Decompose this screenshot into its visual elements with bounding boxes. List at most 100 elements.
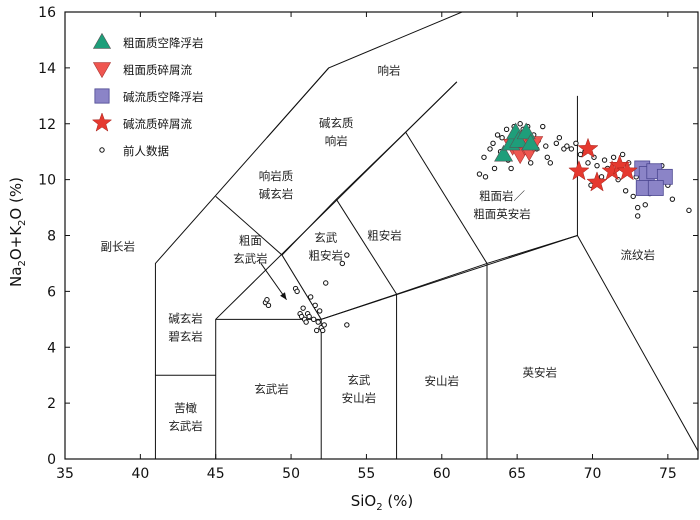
pointer-arrow-head bbox=[280, 292, 287, 300]
y-tick-label: 8 bbox=[47, 229, 56, 245]
legend-symbol-triangle-down bbox=[92, 62, 112, 79]
data-point-circle-open bbox=[323, 280, 329, 286]
data-point-circle-open bbox=[622, 188, 629, 194]
field-label: 苦橄 bbox=[174, 401, 197, 415]
data-point-circle-open bbox=[547, 160, 553, 166]
data-point-circle-open bbox=[540, 123, 546, 130]
field-labels: 响岩碱玄质响岩响岩质碱玄岩粗面玄武岩玄武粗安岩粗安岩粗面岩／粗面英安岩副长岩碱玄… bbox=[101, 64, 655, 433]
data-point-circle-open bbox=[312, 302, 318, 309]
data-point-triangle-up bbox=[521, 133, 541, 151]
field-boundaries bbox=[154, 12, 698, 459]
data-point-circle-open bbox=[610, 154, 617, 160]
y-tick-label: 4 bbox=[47, 340, 56, 356]
data-point-circle-open bbox=[564, 143, 570, 149]
data-point-circle-open bbox=[635, 204, 641, 211]
pointer-arrow-line bbox=[260, 263, 287, 301]
legend-label: 前人数据 bbox=[123, 144, 169, 158]
data-point-circle-open bbox=[619, 151, 626, 158]
y-axis-label: Na2O+K2O (%) bbox=[7, 177, 28, 287]
data-point-circle-open bbox=[320, 327, 326, 334]
x-tick-label: 50 bbox=[282, 466, 300, 482]
data-point-circle-open bbox=[265, 302, 272, 309]
data-point-circle-open bbox=[487, 146, 493, 152]
field-label: 玄武 bbox=[347, 373, 370, 387]
field-label: 安山岩 bbox=[425, 374, 460, 388]
data-point-triangle-up bbox=[509, 130, 529, 148]
data-point-circle-open bbox=[264, 297, 270, 303]
data-point-circle-open bbox=[307, 294, 314, 300]
data-point-circle-open bbox=[491, 165, 498, 172]
field-label: 玄武岩 bbox=[168, 419, 203, 433]
data-point-star bbox=[616, 159, 638, 181]
data-point-circle-open bbox=[303, 319, 309, 325]
data-point-circle-open bbox=[601, 157, 608, 163]
data-point-triangle-up bbox=[494, 144, 514, 162]
field-label: 英安岩 bbox=[523, 365, 558, 379]
boundary-line bbox=[335, 198, 397, 295]
boundary-line bbox=[266, 67, 330, 139]
y-tick-label: 16 bbox=[38, 5, 56, 21]
data-point-circle-open bbox=[594, 162, 600, 169]
boundary-line bbox=[320, 235, 578, 459]
data-point-square bbox=[647, 180, 664, 196]
data-point-circle-open bbox=[544, 154, 550, 160]
data-point-circle-open bbox=[315, 319, 321, 325]
x-tick-label: 45 bbox=[207, 466, 225, 482]
legend-label: 碱流质空降浮岩 bbox=[123, 90, 204, 104]
legend-label: 粗面质碎屑流 bbox=[123, 63, 192, 77]
data-point-circle-open bbox=[642, 202, 648, 208]
data-point-circle-open bbox=[528, 160, 534, 166]
data-point-circle-open bbox=[313, 327, 320, 334]
x-tick-label: 65 bbox=[508, 466, 526, 482]
data-point-circle-open bbox=[669, 196, 676, 202]
data-point-circle-open bbox=[630, 193, 636, 200]
data-point-star bbox=[586, 171, 608, 192]
legend-symbol-circle-open bbox=[99, 147, 105, 153]
field-label: 粗安岩 bbox=[308, 249, 343, 263]
x-tick-label: 40 bbox=[131, 466, 149, 482]
field-label: 流纹岩 bbox=[620, 248, 655, 262]
data-point-circle-open bbox=[490, 140, 496, 147]
boundary-line bbox=[281, 254, 322, 320]
data-point-circle-open bbox=[543, 143, 549, 149]
data-points bbox=[262, 121, 692, 334]
legend-label: 碱流质碎屑流 bbox=[123, 117, 192, 131]
field-label: 碱玄岩 bbox=[168, 312, 203, 326]
legend-symbol-triangle-up bbox=[92, 32, 112, 49]
y-tick-label: 2 bbox=[47, 396, 56, 412]
axis-ticks: 35 40 45 50 55 60 65 70 75 0 2 4 6 8 10 12 14 16 bbox=[38, 5, 698, 482]
y-tick-label: 10 bbox=[38, 173, 56, 189]
data-point-circle-open bbox=[568, 146, 575, 152]
boundary-line bbox=[154, 12, 464, 459]
data-point-circle-open bbox=[482, 174, 489, 180]
data-point-circle-open bbox=[517, 121, 523, 127]
legend-symbol-star bbox=[91, 112, 113, 132]
x-axis-label: SiO2 (%) bbox=[351, 492, 414, 513]
data-point-circle-open bbox=[556, 135, 563, 141]
x-tick-label: 60 bbox=[433, 466, 451, 482]
data-point-circle-open bbox=[310, 316, 317, 323]
field-label: 碱玄岩 bbox=[259, 187, 294, 201]
y-tick-label: 0 bbox=[47, 452, 56, 468]
data-point-circle-open bbox=[344, 252, 350, 258]
data-point-circle-open bbox=[321, 322, 327, 328]
field-label: 粗面英安岩 bbox=[473, 207, 531, 221]
data-point-circle-open bbox=[481, 154, 487, 160]
legend-label: 粗面质空降浮岩 bbox=[123, 36, 204, 50]
boundary-line bbox=[405, 131, 488, 264]
data-point-star bbox=[577, 137, 599, 158]
data-point-circle-open bbox=[317, 308, 323, 314]
data-point-circle-open bbox=[686, 207, 692, 214]
legend-symbol-square bbox=[94, 88, 110, 104]
data-point-star bbox=[568, 159, 590, 181]
data-point-circle-open bbox=[339, 260, 346, 267]
field-label: 粗安岩 bbox=[367, 229, 402, 243]
data-point-circle-open bbox=[499, 135, 505, 141]
field-label: 安山岩 bbox=[342, 391, 377, 405]
data-point-circle-open bbox=[503, 126, 510, 133]
data-point-circle-open bbox=[476, 171, 483, 177]
y-tick-label: 12 bbox=[38, 117, 56, 133]
field-label: 粗面 bbox=[239, 233, 262, 247]
